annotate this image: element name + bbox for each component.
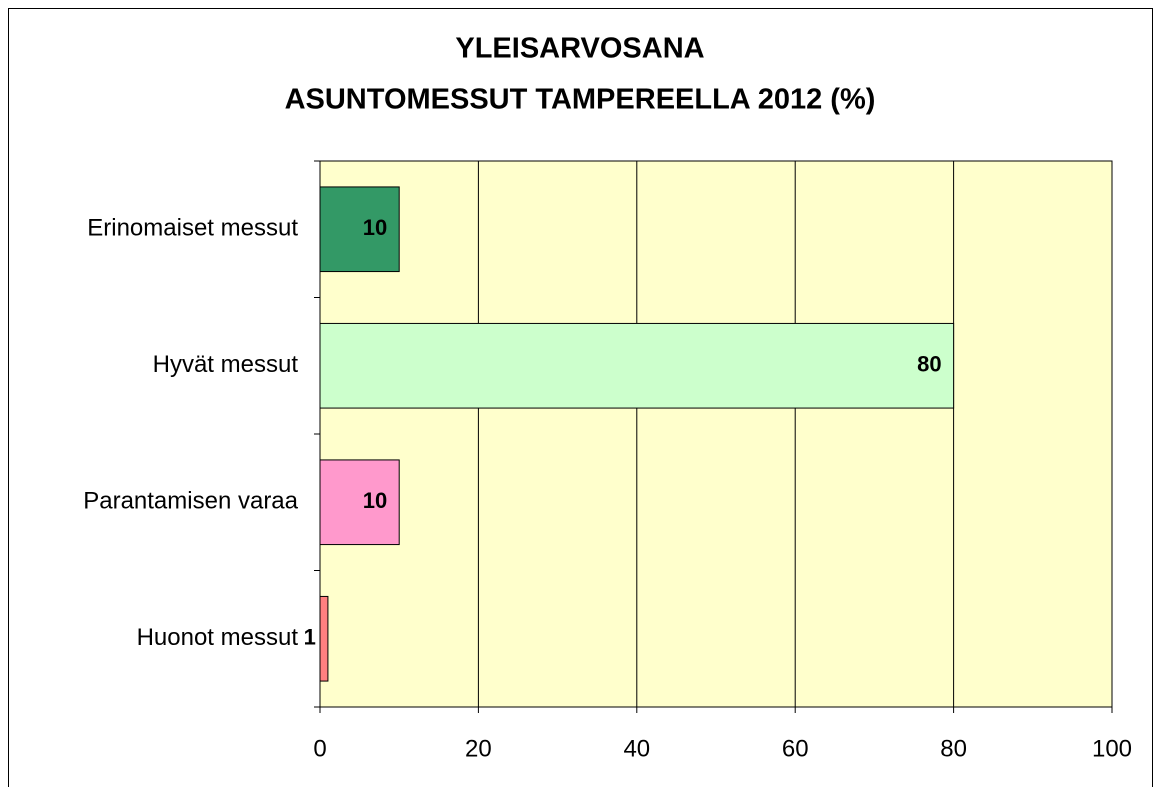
y-tick-label: Erinomaiset messut — [87, 215, 298, 242]
value-label: 10 — [363, 215, 387, 240]
bar — [319, 186, 400, 273]
plot-area — [320, 161, 1112, 707]
bar — [319, 459, 400, 546]
x-tick-label: 60 — [782, 735, 809, 762]
chart-title: YLEISARVOSANA — [455, 33, 704, 65]
x-tick-label: 0 — [313, 735, 326, 762]
value-label: 1 — [304, 625, 316, 650]
chart-title: ASUNTOMESSUT TAMPEREELLA 2012 (%) — [285, 84, 876, 116]
value-label: 10 — [363, 488, 387, 513]
value-label: 80 — [917, 352, 941, 377]
bar — [319, 595, 329, 682]
x-tick-label: 100 — [1092, 735, 1132, 762]
x-tick-label: 40 — [623, 735, 650, 762]
x-tick-label: 20 — [465, 735, 492, 762]
y-tick-label: Hyvät messut — [153, 351, 299, 378]
y-tick-label: Parantamisen varaa — [83, 488, 298, 515]
x-tick-label: 80 — [940, 735, 967, 762]
bar — [319, 322, 955, 409]
y-tick-label: Huonot messut — [137, 624, 299, 651]
